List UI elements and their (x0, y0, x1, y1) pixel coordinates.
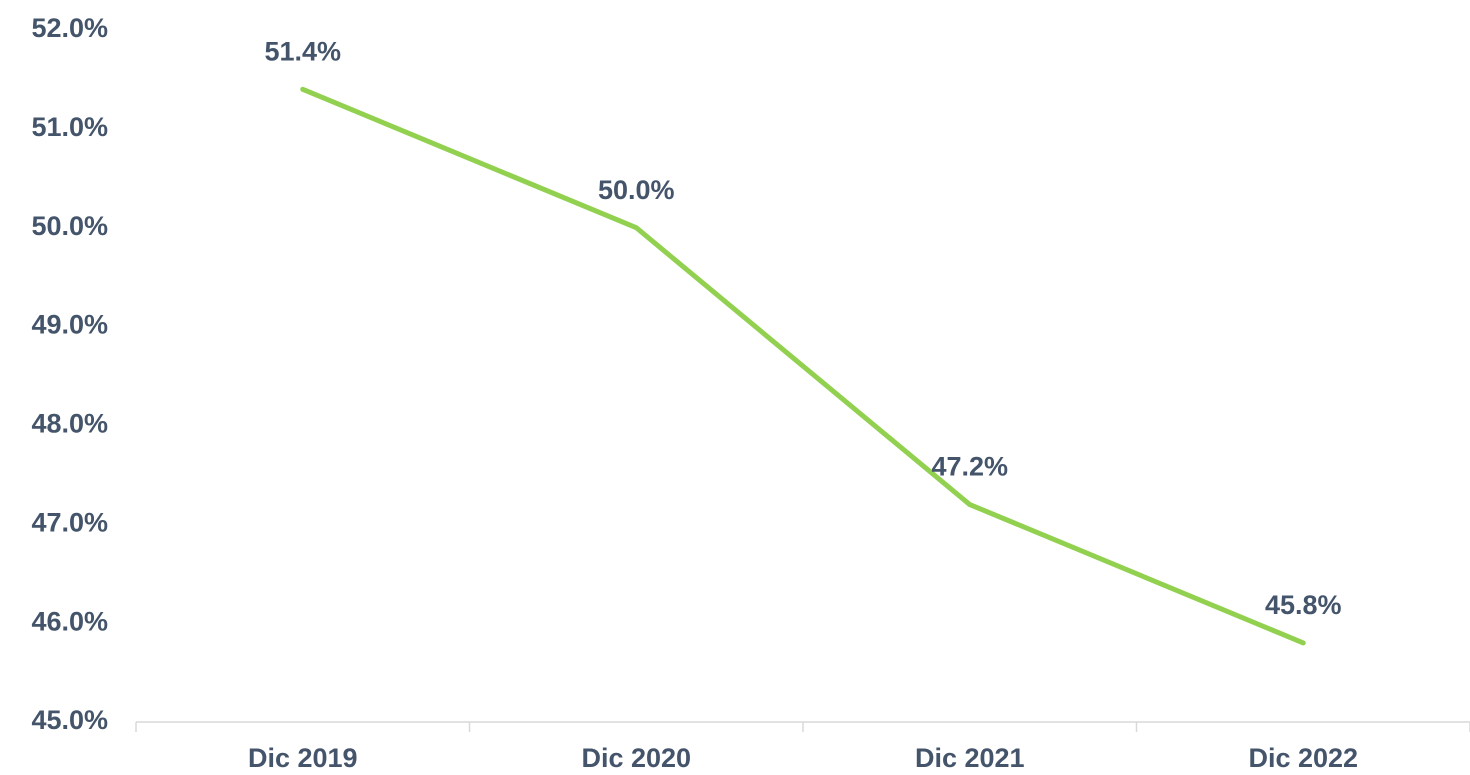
y-tick-label: 49.0% (31, 310, 108, 340)
data-label: 51.4% (264, 36, 341, 66)
x-tick-label: Dic 2022 (1248, 743, 1358, 773)
x-tick-label: Dic 2021 (915, 743, 1025, 773)
y-tick-label: 47.0% (31, 507, 108, 537)
y-tick-label: 51.0% (31, 112, 108, 142)
y-tick-label: 52.0% (31, 13, 108, 43)
data-label: 50.0% (598, 175, 675, 205)
y-tick-label: 48.0% (31, 409, 108, 439)
y-tick-label: 46.0% (31, 606, 108, 636)
x-tick-label: Dic 2020 (581, 743, 691, 773)
line (300, 86, 1306, 646)
data-label: 47.2% (931, 452, 1008, 482)
y-tick-label: 50.0% (31, 211, 108, 241)
y-tick-label: 45.0% (31, 705, 108, 735)
data-label: 45.8% (1265, 590, 1342, 620)
x-tick-label: Dic 2019 (248, 743, 358, 773)
